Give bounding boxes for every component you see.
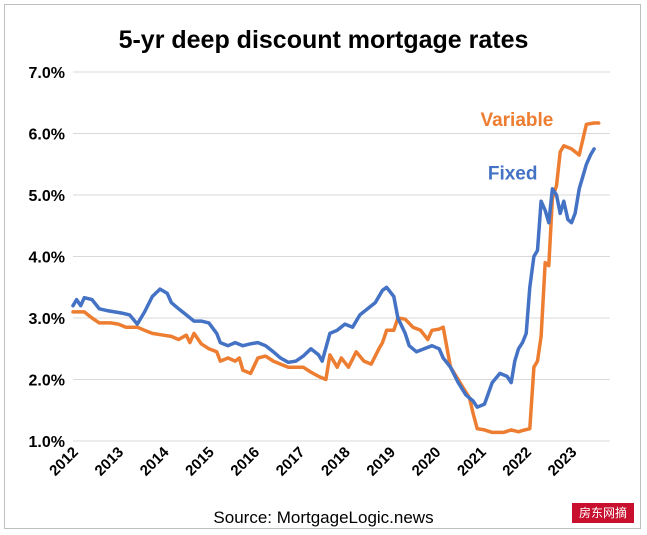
x-tick-label: 2022 [499, 444, 535, 480]
y-tick-label: 2.0% [29, 373, 65, 390]
y-tick-label: 1.0% [29, 434, 65, 451]
series-annotations: Variable Fixed [480, 110, 553, 185]
series-lines [71, 121, 601, 435]
y-axis-ticks: 1.0% 2.0% 3.0% 4.0% 5.0% 6.0% 7.0% [29, 65, 65, 451]
series-label-fixed: Fixed [488, 164, 538, 185]
x-tick-label: 2018 [318, 444, 354, 480]
x-tick-label: 2015 [182, 444, 218, 480]
x-tick-label: 2014 [137, 443, 173, 479]
y-tick-label: 4.0% [29, 250, 65, 267]
x-tick-label: 2017 [273, 444, 309, 480]
series-line-variable [71, 121, 601, 435]
x-axis-ticks: 2012 2013 2014 2015 2016 2017 2018 2019 2020 2021… [46, 443, 580, 479]
y-tick-label: 5.0% [29, 188, 65, 205]
y-tick-label: 3.0% [29, 311, 65, 328]
x-tick-label: 2021 [454, 444, 490, 480]
x-tick-label: 2023 [545, 444, 581, 480]
source-note: Source: MortgageLogic.news [213, 508, 434, 527]
y-tick-label: 7.0% [29, 65, 65, 82]
gridlines [73, 71, 610, 442]
series-line-fixed [71, 147, 596, 409]
x-tick-label: 2020 [409, 444, 445, 480]
x-tick-label: 2016 [227, 444, 263, 480]
chart-title: 5-yr deep discount mortgage rates [118, 26, 529, 54]
x-tick-label: 2013 [92, 444, 128, 480]
x-tick-label: 2019 [363, 444, 399, 480]
series-label-variable: Variable [480, 110, 553, 131]
y-tick-label: 6.0% [29, 127, 65, 144]
watermark-badge: 房东网摘 [572, 503, 634, 523]
